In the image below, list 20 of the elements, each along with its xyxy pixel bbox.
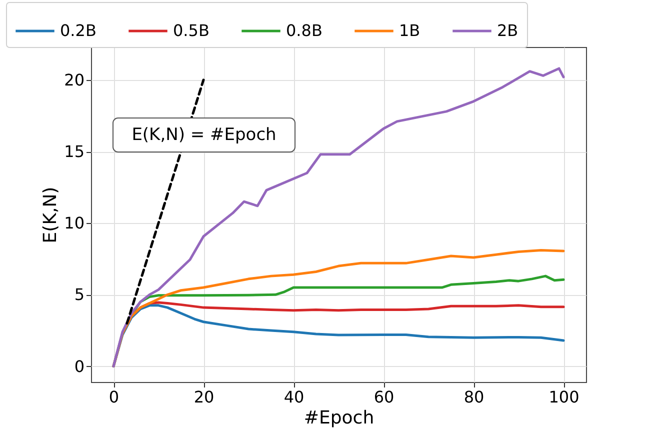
legend-label: 2B bbox=[497, 21, 518, 40]
y-tick-label: 5 bbox=[74, 285, 84, 304]
line-series bbox=[112, 67, 565, 368]
x-tick-label: 20 bbox=[194, 388, 214, 406]
x-tick-label: 0 bbox=[108, 388, 120, 406]
y-tick-label: 20 bbox=[64, 70, 84, 90]
legend-label: 0.8B bbox=[286, 21, 322, 40]
x-tick-label: 40 bbox=[284, 388, 304, 406]
x-tick-label: 80 bbox=[464, 388, 484, 406]
legend-label: 1B bbox=[399, 21, 420, 40]
legend-label: 0.2B bbox=[60, 21, 96, 40]
annotation: E(K,N) = #Epoch bbox=[132, 125, 276, 145]
x-axis-title: #Epoch bbox=[304, 408, 374, 428]
y-tick-label: 15 bbox=[64, 142, 84, 162]
y-axis-title: E(K,N) bbox=[40, 186, 62, 244]
x-tick-label: 100 bbox=[548, 388, 580, 406]
legend-label: 0.5B bbox=[173, 21, 210, 40]
y-tick-label: 10 bbox=[64, 214, 84, 233]
y-tick-label: 0 bbox=[74, 356, 84, 376]
x-tick-label: 60 bbox=[374, 388, 394, 406]
